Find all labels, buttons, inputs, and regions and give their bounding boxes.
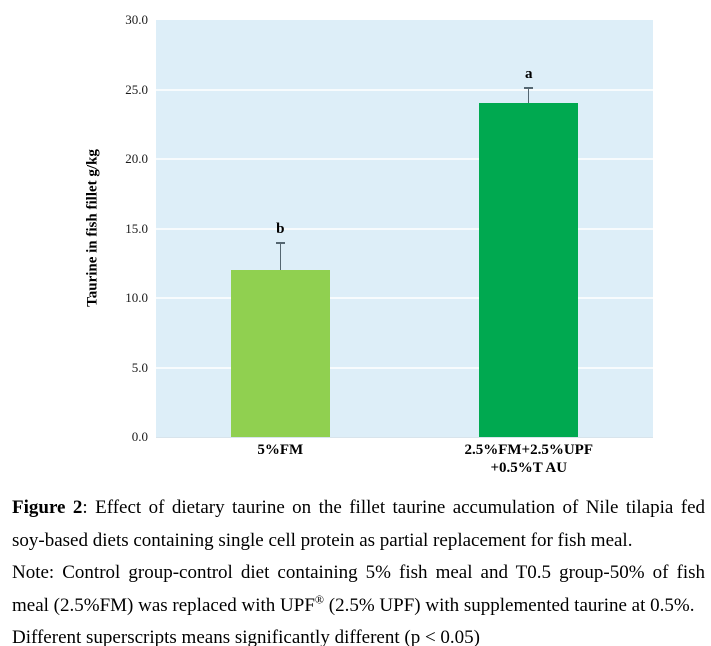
note-text-post: (2.5% UPF) with supplemented taurine at … [324,594,695,616]
figure-caption-text: : Effect of dietary taurine on the fille… [12,497,705,551]
gridline [156,366,653,369]
y-tick-label: 10.0 [125,290,148,305]
y-tick-label: 30.0 [125,12,148,27]
figure-label: Figure 2 [12,497,83,518]
significance-letter: b [276,221,285,238]
registered-trademark-symbol: ® [314,592,325,607]
figure-note-significance: Different superscripts means significant… [12,627,480,646]
y-tick-label: 5.0 [131,359,148,375]
error-bar-line [279,242,281,271]
gridline [156,227,653,230]
significance-letter: a [525,65,533,82]
caption-block: Figure 2: Effect of dietary taurine on t… [0,492,711,646]
x-category-label: 5%FM [257,442,304,458]
error-bar-line [528,86,530,104]
figure-note: Note: Control group-control diet contain… [12,557,705,622]
y-tick-label: 15.0 [125,220,148,236]
y-tick-label: 20.0 [125,151,148,166]
bar-2.5%FM+2.5%UPF +0.5%T AU [479,103,579,437]
figure-caption: Figure 2: Effect of dietary taurine on t… [12,492,705,557]
error-bar-cap [524,86,534,89]
bar-5%FM [230,270,330,437]
x-category-label: 2.5%FM+2.5%UPF +0.5%T AU [464,442,594,476]
note-text-pre: Note: Control group-control diet contain… [12,562,705,616]
y-tick-label: 0.0 [131,429,148,444]
error-bar-cap [275,242,285,245]
gridline [156,158,653,160]
gridline [156,297,653,299]
y-tick-label: 25.0 [125,81,148,97]
gridline [156,88,653,91]
